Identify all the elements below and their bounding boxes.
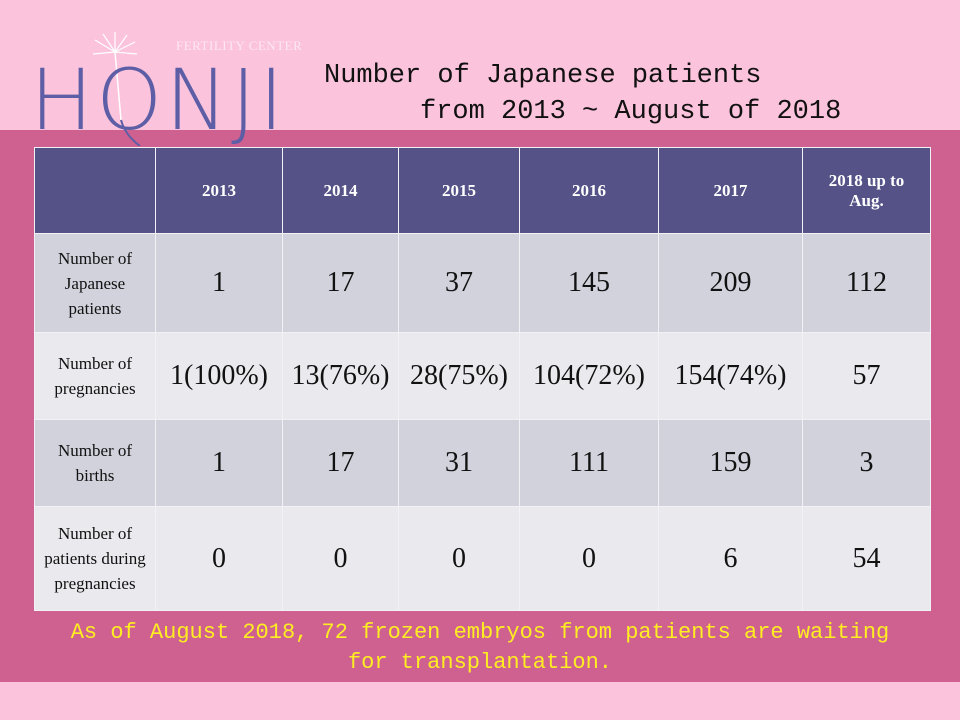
table-cell: 159 — [658, 419, 803, 507]
table-cell: 3 — [802, 419, 931, 507]
table-cell: 0 — [155, 506, 283, 611]
table-cell: 0 — [398, 506, 520, 611]
note-text: As of August 2018, 72 frozen embryos fro… — [70, 620, 890, 675]
header-cell: 2018 up to Aug. — [802, 147, 931, 234]
table-cell: 1(100%) — [155, 332, 283, 420]
table-cell: 0 — [282, 506, 399, 611]
table-cell: 154(74%) — [658, 332, 803, 420]
patients-table: 2013 2014 2015 2016 2017 2018 up to Aug.… — [34, 147, 931, 611]
honji-logo: FERTILITY CENTER HONJI — [30, 30, 302, 149]
logo-brand: HONJI — [30, 51, 287, 149]
table-cell: 6 — [658, 506, 803, 611]
row-label: Number of births — [34, 419, 156, 507]
header-cell: 2017 — [658, 147, 803, 234]
row-label: Number of patients during pregnancies — [34, 506, 156, 611]
page-title: Number of Japanese patients from 2013 ~ A… — [324, 58, 841, 130]
header-cell: 2016 — [519, 147, 659, 234]
table-row: Number of births 1 17 31 111 159 3 — [34, 419, 931, 507]
table-cell: 0 — [519, 506, 659, 611]
row-label: Number of Japanese patients — [34, 233, 156, 333]
header-cell: 2013 — [155, 147, 283, 234]
table-cell: 1 — [155, 233, 283, 333]
table-cell: 54 — [802, 506, 931, 611]
table-row: Number of pregnancies 1(100%) 13(76%) 28… — [34, 332, 931, 420]
table-cell: 111 — [519, 419, 659, 507]
table-cell: 209 — [658, 233, 803, 333]
table-cell: 57 — [802, 332, 931, 420]
table-cell: 104(72%) — [519, 332, 659, 420]
title-line-1: Number of Japanese patients — [324, 61, 762, 91]
table-cell: 37 — [398, 233, 520, 333]
header-row: 2013 2014 2015 2016 2017 2018 up to Aug. — [34, 147, 931, 234]
table-cell: 31 — [398, 419, 520, 507]
table-cell: 112 — [802, 233, 931, 333]
frozen-embryos-note: As of August 2018, 72 frozen embryos fro… — [0, 618, 960, 678]
header-cell: 2014 — [282, 147, 399, 234]
table-row: Number of patients during pregnancies 0 … — [34, 506, 931, 611]
title-line-2: from 2013 ~ August of 2018 — [420, 97, 842, 127]
logo-subtitle: FERTILITY CENTER — [176, 38, 303, 53]
header-cell: 2015 — [398, 147, 520, 234]
table-cell: 28(75%) — [398, 332, 520, 420]
row-label: Number of pregnancies — [34, 332, 156, 420]
header-cell — [34, 147, 156, 234]
table-cell: 17 — [282, 419, 399, 507]
table-cell: 1 — [155, 419, 283, 507]
table-cell: 17 — [282, 233, 399, 333]
dandelion-icon — [92, 32, 141, 146]
table-cell: 145 — [519, 233, 659, 333]
table-cell: 13(76%) — [282, 332, 399, 420]
table-row: Number of Japanese patients 1 17 37 145 … — [34, 233, 931, 333]
